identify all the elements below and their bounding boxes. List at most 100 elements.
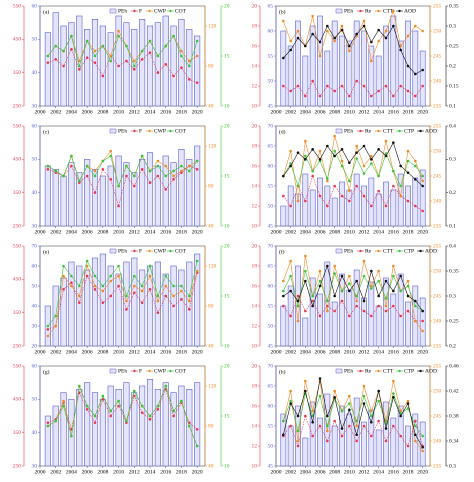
- point: [406, 399, 410, 403]
- x-tick-label: 2006: [82, 229, 93, 235]
- point: [289, 204, 292, 208]
- legend-swatch: [109, 128, 117, 134]
- bar: [375, 429, 382, 467]
- legend-marker: [398, 129, 401, 133]
- point: [362, 402, 366, 405]
- point: [406, 171, 410, 174]
- x-tick-label: 2008: [329, 349, 340, 355]
- point: [117, 284, 120, 288]
- x-tick-label: 2004: [66, 109, 77, 115]
- legend-marker: [133, 249, 136, 253]
- x-tick-label: 2012: [359, 349, 370, 355]
- legend-marker: [377, 249, 380, 253]
- legend-marker: [398, 249, 401, 253]
- x-tick-label: 2016: [388, 229, 399, 235]
- point: [414, 24, 417, 28]
- x-tick-label: 2008: [97, 109, 108, 115]
- legend-label: PEh: [118, 369, 127, 375]
- y-tick-label: 240: [433, 438, 442, 444]
- series-line: [283, 270, 423, 312]
- point: [377, 39, 380, 43]
- y-tick-label: 40: [208, 463, 214, 469]
- point: [172, 294, 175, 298]
- point: [406, 294, 410, 298]
- point: [77, 301, 81, 304]
- y-tick-label: 55: [268, 303, 274, 309]
- x-tick-label: 2006: [315, 469, 326, 475]
- point: [289, 48, 292, 52]
- point: [132, 174, 136, 178]
- y-tick-label: 30: [32, 103, 38, 109]
- bar: [68, 162, 75, 227]
- point: [289, 389, 292, 393]
- y-tick-label: 0.3: [449, 157, 456, 163]
- legend-label: AOD: [425, 369, 437, 375]
- y-tick-label: 550: [13, 3, 22, 9]
- point: [377, 389, 380, 393]
- bar: [84, 269, 91, 347]
- y-tick-label: 60: [268, 163, 274, 169]
- point: [93, 284, 97, 288]
- point: [289, 289, 292, 293]
- point: [311, 32, 314, 36]
- x-tick-label: 2020: [417, 349, 428, 355]
- point: [289, 424, 292, 428]
- series-line: [47, 155, 198, 187]
- point: [109, 414, 113, 418]
- point: [399, 44, 402, 48]
- point: [85, 404, 89, 408]
- y-tick-label: 245: [433, 173, 442, 179]
- bar: [419, 421, 426, 467]
- legend-label: F: [139, 249, 142, 255]
- bar: [405, 185, 411, 227]
- panel-label: (e): [43, 248, 49, 255]
- point: [101, 289, 105, 293]
- y-tick-label: 255: [433, 123, 442, 129]
- y-tick-label: 45: [268, 223, 274, 229]
- point: [399, 289, 402, 293]
- x-tick-label: 2012: [129, 349, 140, 355]
- point: [289, 39, 292, 43]
- bar: [383, 401, 389, 467]
- legend-marker: [398, 369, 401, 373]
- point: [282, 19, 285, 23]
- point: [282, 84, 285, 88]
- point: [195, 269, 199, 273]
- point: [421, 29, 424, 33]
- x-tick-label: 2002: [50, 469, 61, 475]
- legend-label: COT: [175, 369, 187, 375]
- y-tick-label: 40: [32, 303, 38, 309]
- point: [180, 284, 183, 288]
- point: [392, 289, 395, 293]
- x-tick-label: 2006: [82, 469, 93, 475]
- point: [117, 204, 120, 208]
- point: [172, 74, 175, 78]
- point: [355, 144, 358, 148]
- bar: [99, 399, 106, 467]
- y-tick-label: 55: [268, 53, 274, 59]
- point: [384, 29, 388, 33]
- bar: [317, 15, 323, 107]
- point: [384, 152, 388, 155]
- point: [348, 424, 351, 428]
- point: [148, 418, 152, 421]
- point: [370, 414, 373, 418]
- point: [296, 199, 300, 203]
- x-tick-label: 2000: [271, 349, 282, 355]
- bar: [170, 392, 177, 467]
- bar: [107, 265, 114, 347]
- bar: [361, 297, 367, 347]
- point: [362, 384, 366, 388]
- point: [333, 294, 336, 298]
- y-tick-label: 15: [224, 413, 230, 419]
- legend-marker: [377, 9, 380, 13]
- panel-label: (f): [279, 248, 285, 255]
- x-tick-label: 2018: [403, 349, 414, 355]
- y-tick-label: 550: [13, 243, 22, 249]
- y-tick-label: 240: [433, 318, 442, 324]
- point: [326, 439, 329, 443]
- point: [392, 392, 395, 395]
- point: [406, 284, 410, 288]
- legend-swatch: [109, 248, 117, 254]
- y-tick-label: 12: [252, 203, 258, 209]
